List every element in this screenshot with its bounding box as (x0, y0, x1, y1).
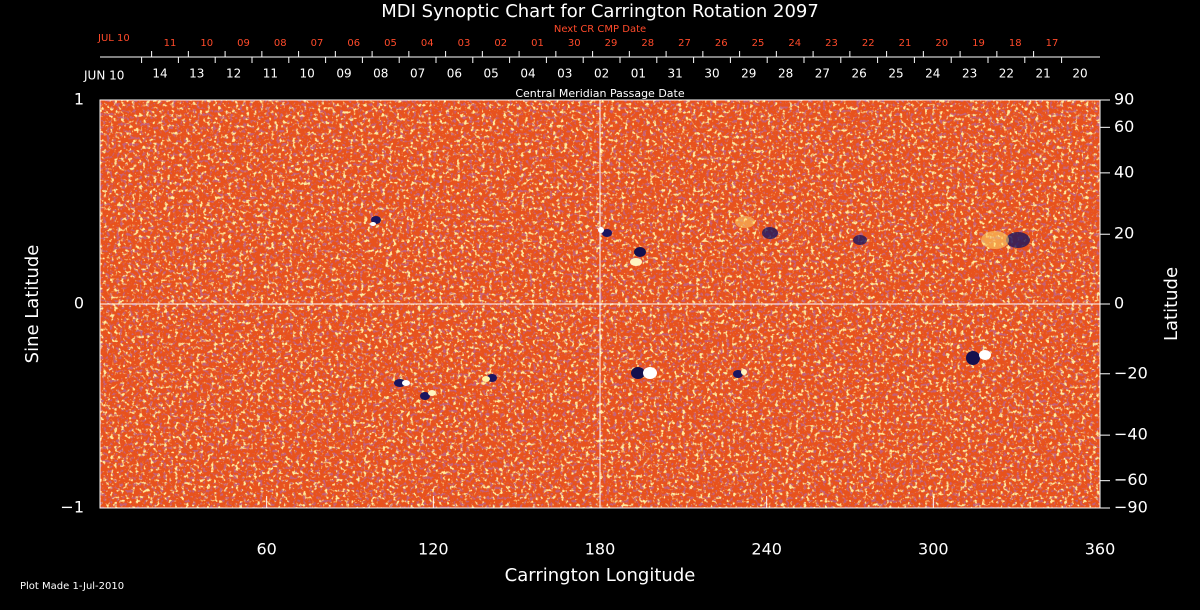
chart-title: MDI Synoptic Chart for Carrington Rotati… (381, 1, 819, 22)
x-tick-label: 240 (751, 540, 782, 559)
active-regions (370, 216, 1030, 400)
next-cmp-date: 20 (935, 38, 948, 49)
y2-tick-label: 20 (1114, 224, 1134, 243)
next-cmp-date: 25 (752, 38, 765, 49)
x-axis-title: Carrington Longitude (505, 565, 696, 586)
cmp-date: 20 (1072, 67, 1087, 81)
y2-tick-label: 40 (1114, 162, 1134, 181)
cmp-date: 01 (631, 67, 646, 81)
next-cmp-date: 23 (825, 38, 838, 49)
cmp-date: 05 (484, 67, 499, 81)
next-cmp-date: 21 (899, 38, 912, 49)
cmp-date: 06 (447, 67, 462, 81)
next-cmp-date: 05 (384, 38, 397, 49)
next-cmp-date: 19 (972, 38, 985, 49)
next-cmp-date: 29 (605, 38, 618, 49)
cmp-date: 07 (410, 67, 425, 81)
next-cmp-date: 02 (494, 38, 507, 49)
cmp-date: 29 (741, 67, 756, 81)
y-tick-label: 0 (74, 294, 84, 313)
next-cmp-date: 22 (862, 38, 875, 49)
cmp-date: 08 (373, 67, 388, 81)
cmp-date: 02 (594, 67, 609, 81)
x-tick-label: 360 (1085, 540, 1116, 559)
cmp-start: JUN 10 (83, 69, 124, 83)
next-cmp-title: Next CR CMP Date (554, 24, 646, 35)
y2-tick-label: −40 (1114, 425, 1148, 444)
y2-tick-label: −20 (1114, 363, 1148, 382)
next-cmp-date: 01 (531, 38, 544, 49)
y-tick-label: 1 (74, 90, 84, 109)
next-cmp-date: 18 (1009, 38, 1022, 49)
cmp-date: 30 (704, 67, 719, 81)
footnote: Plot Made 1-Jul-2010 (20, 581, 124, 592)
cmp-title: Central Meridian Passage Date (515, 87, 684, 100)
y-tick-label: −1 (60, 498, 84, 517)
cmp-date: 26 (852, 67, 867, 81)
cmp-date: 10 (300, 67, 315, 81)
next-cmp-date: 26 (715, 38, 728, 49)
y2-tick-label: −60 (1114, 470, 1148, 489)
cmp-date: 11 (263, 67, 278, 81)
next-cmp-date: 03 (458, 38, 471, 49)
next-cmp-date: 10 (200, 38, 213, 49)
cmp-date: 24 (925, 67, 940, 81)
cmp-date: 09 (336, 67, 351, 81)
cmp-date: 22 (999, 67, 1014, 81)
next-cmp-start: JUL 10 (97, 33, 130, 44)
cmp-date: 27 (815, 67, 830, 81)
x-tick-label: 300 (918, 540, 949, 559)
y-axis-title: Sine Latitude (22, 245, 43, 364)
y2-tick-label: 60 (1114, 117, 1134, 136)
next-cmp-date: 06 (347, 38, 360, 49)
next-cmp-date: 17 (1046, 38, 1059, 49)
cmp-date: 25 (888, 67, 903, 81)
cmp-date: 31 (668, 67, 683, 81)
next-cmp-date: 30 (568, 38, 581, 49)
cmp-date: 03 (557, 67, 572, 81)
x-tick-label: 120 (418, 540, 449, 559)
next-cmp-date: 07 (311, 38, 324, 49)
cmp-date: 21 (1036, 67, 1051, 81)
next-cmp-date: 28 (641, 38, 654, 49)
y2-tick-label: 0 (1114, 294, 1124, 313)
cmp-date: 13 (189, 67, 204, 81)
cmp-date: 28 (778, 67, 793, 81)
cmp-date: 04 (520, 67, 535, 81)
next-cmp-date: 27 (678, 38, 691, 49)
y2-axis-title: Latitude (1161, 267, 1182, 341)
cmp-date: 12 (226, 67, 241, 81)
cmp-date: 23 (962, 67, 977, 81)
next-cmp-date: 08 (274, 38, 287, 49)
next-cmp-date: 09 (237, 38, 250, 49)
y2-tick-label: −90 (1114, 498, 1148, 517)
next-cmp-date: 11 (164, 38, 177, 49)
cmp-date: 14 (152, 67, 167, 81)
x-tick-label: 60 (256, 540, 276, 559)
y2-tick-label: 90 (1114, 90, 1134, 109)
next-cmp-date: 24 (788, 38, 801, 49)
next-cmp-date: 04 (421, 38, 434, 49)
x-tick-label: 180 (585, 540, 616, 559)
